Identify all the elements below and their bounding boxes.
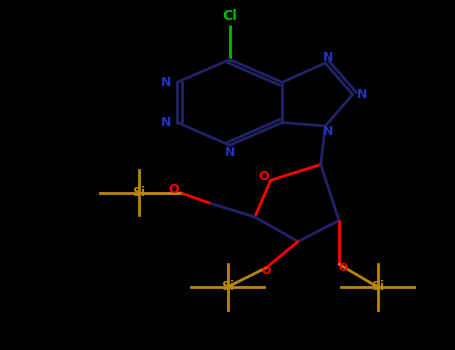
Text: N: N [161,76,171,89]
Text: Si: Si [132,186,145,199]
Text: N: N [225,146,235,159]
Text: O: O [258,170,269,183]
Text: N: N [357,88,367,101]
Text: O: O [168,183,179,196]
Text: Si: Si [221,280,234,294]
Text: N: N [323,125,333,138]
Text: Cl: Cl [222,9,237,23]
Text: O: O [262,266,271,276]
Text: O: O [339,263,348,273]
Text: N: N [323,51,333,64]
Text: Si: Si [371,280,384,294]
Text: N: N [161,116,171,129]
